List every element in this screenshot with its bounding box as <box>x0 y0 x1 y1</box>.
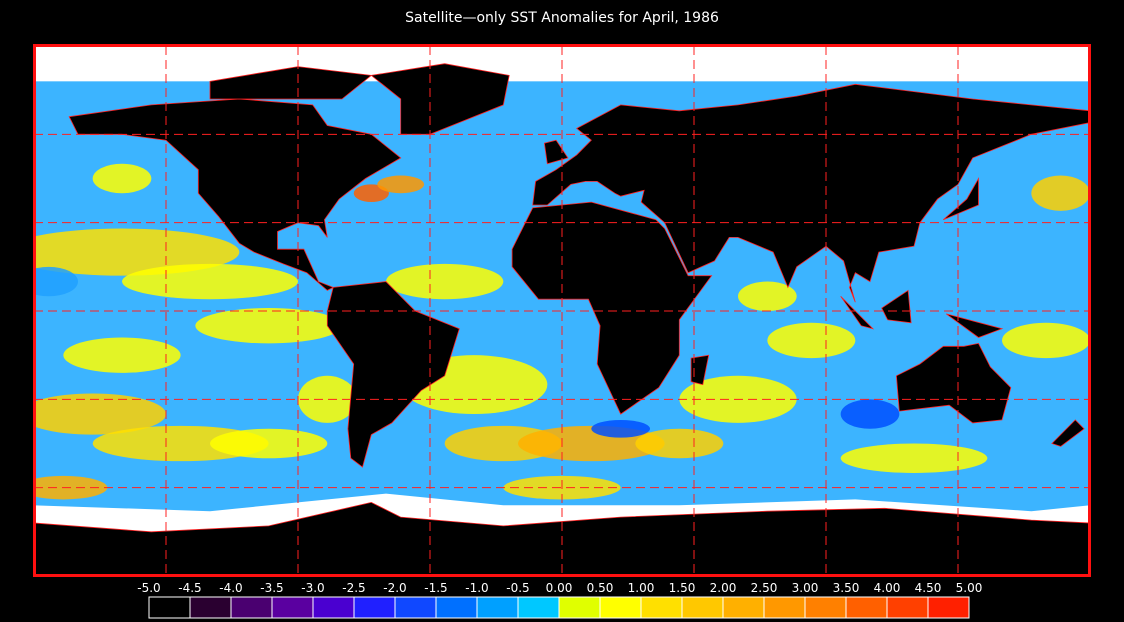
colorbar-swatch <box>927 596 970 619</box>
colorbar-label: -3.5 <box>260 581 283 595</box>
title: Satellite—only SST Anomalies for April, … <box>405 10 719 26</box>
colorbar-swatch <box>599 596 642 619</box>
colorbar-label: -5.0 <box>137 581 160 595</box>
land <box>881 289 912 324</box>
colorbar-swatch <box>517 596 560 619</box>
land <box>1051 419 1085 447</box>
colorbar-label: 4.00 <box>874 581 901 595</box>
colorbar-label: -2.5 <box>342 581 365 595</box>
anomaly-region <box>767 322 856 359</box>
colorbar-label: -1.0 <box>465 581 488 595</box>
colorbar-swatch <box>886 596 929 619</box>
land <box>209 66 373 100</box>
colorbar-label: 3.00 <box>792 581 819 595</box>
land <box>543 139 569 165</box>
map <box>35 46 1089 575</box>
colorbar-label: -4.0 <box>219 581 242 595</box>
map-frame <box>33 44 1091 577</box>
colorbar-label: 1.50 <box>669 581 696 595</box>
anomaly-region <box>635 428 724 459</box>
land <box>690 354 710 386</box>
anomaly-region <box>35 393 166 435</box>
colorbar-swatch <box>804 596 847 619</box>
anomaly-region <box>209 428 328 459</box>
colorbar-label: -1.5 <box>424 581 447 595</box>
colorbar-swatch <box>722 596 765 619</box>
anomaly-region <box>840 443 988 473</box>
colorbar-label: 5.00 <box>956 581 983 595</box>
anomaly-region <box>1031 175 1089 211</box>
colorbar-swatch <box>271 596 314 619</box>
colorbar-swatch <box>353 596 396 619</box>
anomaly-region <box>353 184 389 203</box>
anomaly-region <box>195 308 342 344</box>
colorbar-swatch <box>148 596 191 619</box>
anomaly-region <box>35 266 78 297</box>
anomaly-region <box>1002 322 1089 359</box>
anomaly-region <box>377 175 425 194</box>
colorbar-label: -4.5 <box>178 581 201 595</box>
colorbar-swatch <box>845 596 888 619</box>
land <box>511 201 713 415</box>
colorbar-swatch <box>476 596 519 619</box>
colorbar-label: 3.50 <box>833 581 860 595</box>
colorbar-label: 0.00 <box>546 581 573 595</box>
colorbar-swatch <box>394 596 437 619</box>
anomaly-region <box>35 475 108 500</box>
colorbar-swatch <box>189 596 232 619</box>
land <box>895 342 1012 424</box>
colorbar-swatch <box>681 596 724 619</box>
colorbar-label: -3.0 <box>301 581 324 595</box>
colorbar-swatch <box>558 596 601 619</box>
colorbar-swatch <box>435 596 478 619</box>
land <box>946 313 1004 338</box>
colorbar-swatch <box>763 596 806 619</box>
colorbar-label: 2.00 <box>710 581 737 595</box>
land <box>370 63 510 135</box>
colorbar-label: 1.00 <box>628 581 655 595</box>
anomaly-region <box>840 399 900 429</box>
colorbar-label: -2.0 <box>383 581 406 595</box>
anomaly-region <box>591 419 651 438</box>
colorbar-label: 0.50 <box>587 581 614 595</box>
anomaly-region <box>122 263 298 300</box>
colorbar-label: -0.5 <box>506 581 529 595</box>
colorbar-swatch <box>312 596 355 619</box>
land <box>532 83 1089 303</box>
anomaly-region <box>35 228 240 276</box>
colorbar-swatch <box>640 596 683 619</box>
land <box>68 98 402 291</box>
anomaly-region <box>63 337 181 373</box>
anomaly-region <box>298 375 357 423</box>
anomaly-region <box>386 263 504 300</box>
colorbar: -5.0 -4.5 -4.0 -3.5 -3.0 -2.5 -2.0 -1.5 -1.0 -0.5… <box>137 581 983 619</box>
colorbar-swatch <box>230 596 273 619</box>
land <box>943 176 979 221</box>
anomaly-region <box>738 281 797 311</box>
colorbar-label: 2.50 <box>751 581 778 595</box>
anomaly-region <box>92 163 152 194</box>
colorbar-label: 4.50 <box>915 581 942 595</box>
